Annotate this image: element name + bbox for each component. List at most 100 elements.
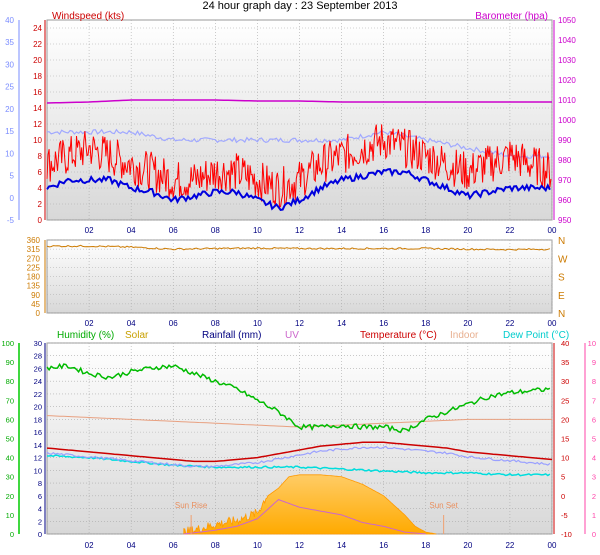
y-tick-label-barometer: 950 <box>558 216 572 225</box>
y-tick-label-humidity: 0 <box>10 530 14 539</box>
sunrise-label: Sun Rise <box>175 501 208 510</box>
x-tick-label: 04 <box>127 319 136 328</box>
temperature-series-line <box>46 441 553 463</box>
y-tick-label-rainfall: 8 <box>38 479 42 488</box>
y-tick-label-temperature: -10 <box>561 530 572 539</box>
wind-average-series-line <box>46 168 551 211</box>
x-tick-label: 18 <box>421 319 430 328</box>
y-tick-label-direction: 270 <box>27 254 41 263</box>
y-tick-label-uv: 1 <box>592 511 596 520</box>
y-tick-label-uv: 7 <box>592 396 596 405</box>
y-tick-label-windspeed: 14 <box>33 104 42 113</box>
y-tick-label-temperature: 30 <box>561 377 569 386</box>
y-tick-label-humidity: 100 <box>1 339 14 348</box>
compass-label: E <box>558 291 565 302</box>
y-tick-label-temperature: 15 <box>561 435 569 444</box>
x-tick-label: 12 <box>295 541 304 550</box>
y-tick-label-windspeed: 16 <box>33 88 42 97</box>
y-tick-label-rainfall: 0 <box>38 530 42 539</box>
humidity-series-line <box>46 362 551 434</box>
y-tick-label-windspeed: 10 <box>33 136 42 145</box>
y-tick-label-humidity: 70 <box>6 396 14 405</box>
solar-series-area <box>183 474 437 535</box>
y-tick-label-windspeed: 22 <box>33 40 42 49</box>
x-tick-label: 18 <box>421 541 430 550</box>
legend-item: Solar <box>125 330 149 341</box>
y-tick-label-rainfall: 28 <box>34 352 42 361</box>
y-tick-label-temperature: 25 <box>561 396 569 405</box>
y-tick-label-rainfall: 14 <box>34 441 42 450</box>
y-tick-label-outer: 5 <box>10 172 15 181</box>
y-tick-label-barometer: 980 <box>558 156 572 165</box>
y-tick-label-humidity: 60 <box>6 415 14 424</box>
y-tick-label-rainfall: 18 <box>34 415 42 424</box>
direction-series-line <box>46 244 551 251</box>
y-tick-label-outer: -5 <box>7 216 15 225</box>
y-tick-label-uv: 10 <box>588 339 596 348</box>
y-tick-label-windspeed: 18 <box>33 72 42 81</box>
y-tick-label-barometer: 1000 <box>558 116 576 125</box>
y-tick-label-rainfall: 4 <box>38 505 42 514</box>
y-tick-label-rainfall: 2 <box>38 517 42 526</box>
y-tick-label-rainfall: 22 <box>34 390 42 399</box>
y-tick-label-outer: 35 <box>5 38 14 47</box>
y-tick-label-windspeed: 24 <box>33 24 42 33</box>
y-tick-label-rainfall: 10 <box>34 466 42 475</box>
y-tick-label-direction: 0 <box>36 309 41 318</box>
x-tick-label: 22 <box>505 541 514 550</box>
x-tick-label: 16 <box>379 226 388 235</box>
y-tick-label-temperature: 0 <box>561 492 565 501</box>
y-tick-label-barometer: 1030 <box>558 56 576 65</box>
x-tick-label: 02 <box>85 319 94 328</box>
x-tick-label: 08 <box>211 226 220 235</box>
y-tick-label-temperature: 35 <box>561 358 569 367</box>
y-tick-label-windspeed: 0 <box>38 216 43 225</box>
y-tick-label-rainfall: 26 <box>34 364 42 373</box>
y-tick-label-temperature: -5 <box>561 511 568 520</box>
y-tick-label-uv: 5 <box>592 435 596 444</box>
y-tick-label-uv: 8 <box>592 377 596 386</box>
gust-series-line <box>46 128 551 159</box>
y-tick-label-humidity: 20 <box>6 492 14 501</box>
y-tick-label-barometer: 990 <box>558 136 572 145</box>
y-tick-label-humidity: 30 <box>6 473 14 482</box>
y-tick-label-outer: 10 <box>5 149 14 158</box>
x-tick-label: 00 <box>548 226 557 235</box>
y-tick-label-temperature: 40 <box>561 339 569 348</box>
y-tick-label-windspeed: 2 <box>38 200 43 209</box>
x-tick-label: 16 <box>379 541 388 550</box>
legend-item: Rainfall (mm) <box>202 330 261 341</box>
legend-item: Indoor <box>450 330 479 341</box>
y-tick-label-windspeed: 6 <box>38 168 43 177</box>
y-tick-label-rainfall: 16 <box>34 428 42 437</box>
x-tick-label: 10 <box>253 319 262 328</box>
y-tick-label-rainfall: 12 <box>34 454 42 463</box>
y-tick-label-temperature: 10 <box>561 454 569 463</box>
y-tick-label-direction: 45 <box>31 300 40 309</box>
y-tick-label-uv: 9 <box>592 358 596 367</box>
windspeed-axis-label: Windspeed (kts) <box>52 11 124 22</box>
y-tick-label-barometer: 970 <box>558 176 572 185</box>
x-tick-label: 22 <box>505 319 514 328</box>
y-tick-label-windspeed: 12 <box>33 120 42 129</box>
x-tick-label: 12 <box>295 319 304 328</box>
x-tick-label: 20 <box>463 226 472 235</box>
x-tick-label: 00 <box>548 541 557 550</box>
y-tick-label-direction: 135 <box>27 282 41 291</box>
y-tick-label-windspeed: 8 <box>38 152 43 161</box>
y-tick-label-humidity: 90 <box>6 358 14 367</box>
uv-series-line <box>183 499 426 535</box>
x-tick-label: 22 <box>505 226 514 235</box>
y-tick-label-barometer: 1040 <box>558 36 576 45</box>
y-tick-label-humidity: 50 <box>6 435 14 444</box>
y-tick-label-barometer: 1010 <box>558 96 576 105</box>
x-tick-label: 06 <box>169 226 178 235</box>
y-tick-label-rainfall: 20 <box>34 403 42 412</box>
barometer-axis-label: Barometer (hpa) <box>475 11 548 22</box>
y-tick-label-outer: 40 <box>5 16 14 25</box>
page-title: 24 hour graph day : 23 September 2013 <box>202 0 398 12</box>
sunset-label: Sun Set <box>429 501 458 510</box>
y-tick-label-rainfall: 24 <box>34 377 42 386</box>
y-tick-label-barometer: 1020 <box>558 76 576 85</box>
